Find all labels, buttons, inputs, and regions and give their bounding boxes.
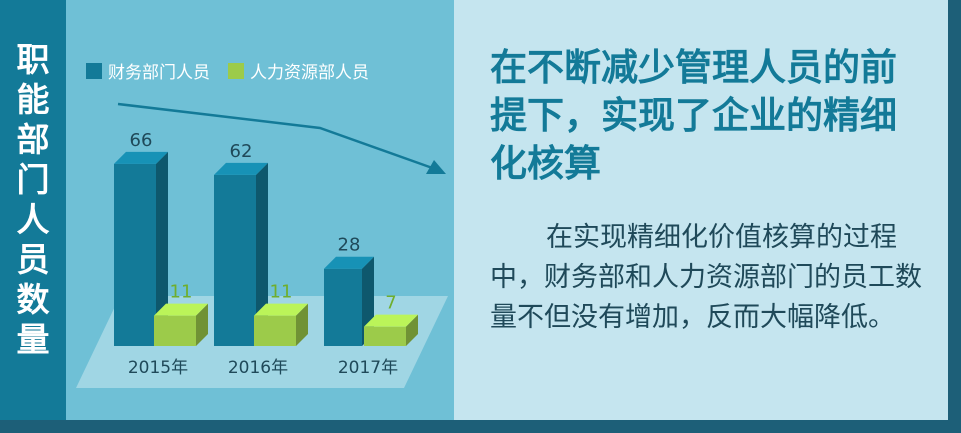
sidebar-title-char: 员 [16,240,50,279]
bar-finance-value-label: 62 [230,141,253,162]
bar-hr [254,315,296,346]
bar-finance [114,163,156,346]
x-tick-label: 2017年 [338,358,398,378]
bar-finance-value-label: 28 [338,235,361,256]
bar-hr [364,326,406,346]
trend-arrow-line [117,102,439,172]
headline: 在不断减少管理人员的前提下，实现了企业的精细化核算 [490,46,897,185]
legend-item-hr: 人力资源部人员 [228,58,369,83]
bar-hr-value-label: 11 [270,282,293,303]
x-tick-label: 2015年 [128,358,188,378]
bar-hr-top [364,314,418,327]
bar-hr-top [254,303,308,316]
sidebar-title-char: 职 [16,40,50,79]
legend-item-finance: 财务部门人员 [86,58,210,83]
bar-finance [324,268,362,346]
legend-swatch-finance [86,62,102,79]
bar-hr-top [154,303,208,316]
bar-hr-side [296,303,308,346]
bar-finance-top [324,256,374,269]
bottom-shadow [0,420,961,433]
bar-finance-top [114,151,168,164]
sidebar-title-char: 量 [16,320,50,359]
bar-hr-side [406,314,418,346]
legend-label-finance: 财务部门人员 [108,63,210,83]
trend-arrow-head [426,160,446,174]
sidebar-title-char: 能 [16,80,50,119]
sidebar-title-char: 门 [16,160,50,199]
bar-hr-side [196,303,208,346]
sidebar-title-char: 数 [16,280,50,319]
x-tick-label: 2016年 [228,358,288,378]
bar-finance-side [156,151,168,346]
sidebar-title: 职 能 部 门 人 员 数 量 [8,40,58,360]
sidebar-title-char: 人 [16,200,50,239]
bar-finance-top [214,162,268,175]
legend-swatch-hr [228,62,244,79]
text-panel: 在不断减少管理人员的前提下，实现了企业的精细化核算 在实现精细化价值核算的过程中… [454,0,948,420]
bar-finance-side [256,162,268,346]
bar-chart: 66 11 2015年 62 11 2016年 28 7 2017年 [76,102,448,388]
body-text: 在实现精细化价值核算的过程中，财务部和人力资源部门的员工数量不但没有增加，反而大… [490,222,922,333]
chart-legend: 财务部门人员 人力资源部人员 [86,58,387,83]
bar-hr [154,315,196,346]
bar-hr-value-label: 7 [385,293,396,314]
sidebar: 职 能 部 门 人 员 数 量 [0,0,66,420]
legend-label-hr: 人力资源部人员 [250,63,369,83]
bar-hr-value-label: 11 [170,282,193,303]
bar-finance [214,174,256,346]
sidebar-title-char: 部 [16,120,50,159]
right-shadow [948,0,961,433]
bar-finance-value-label: 66 [130,130,153,151]
